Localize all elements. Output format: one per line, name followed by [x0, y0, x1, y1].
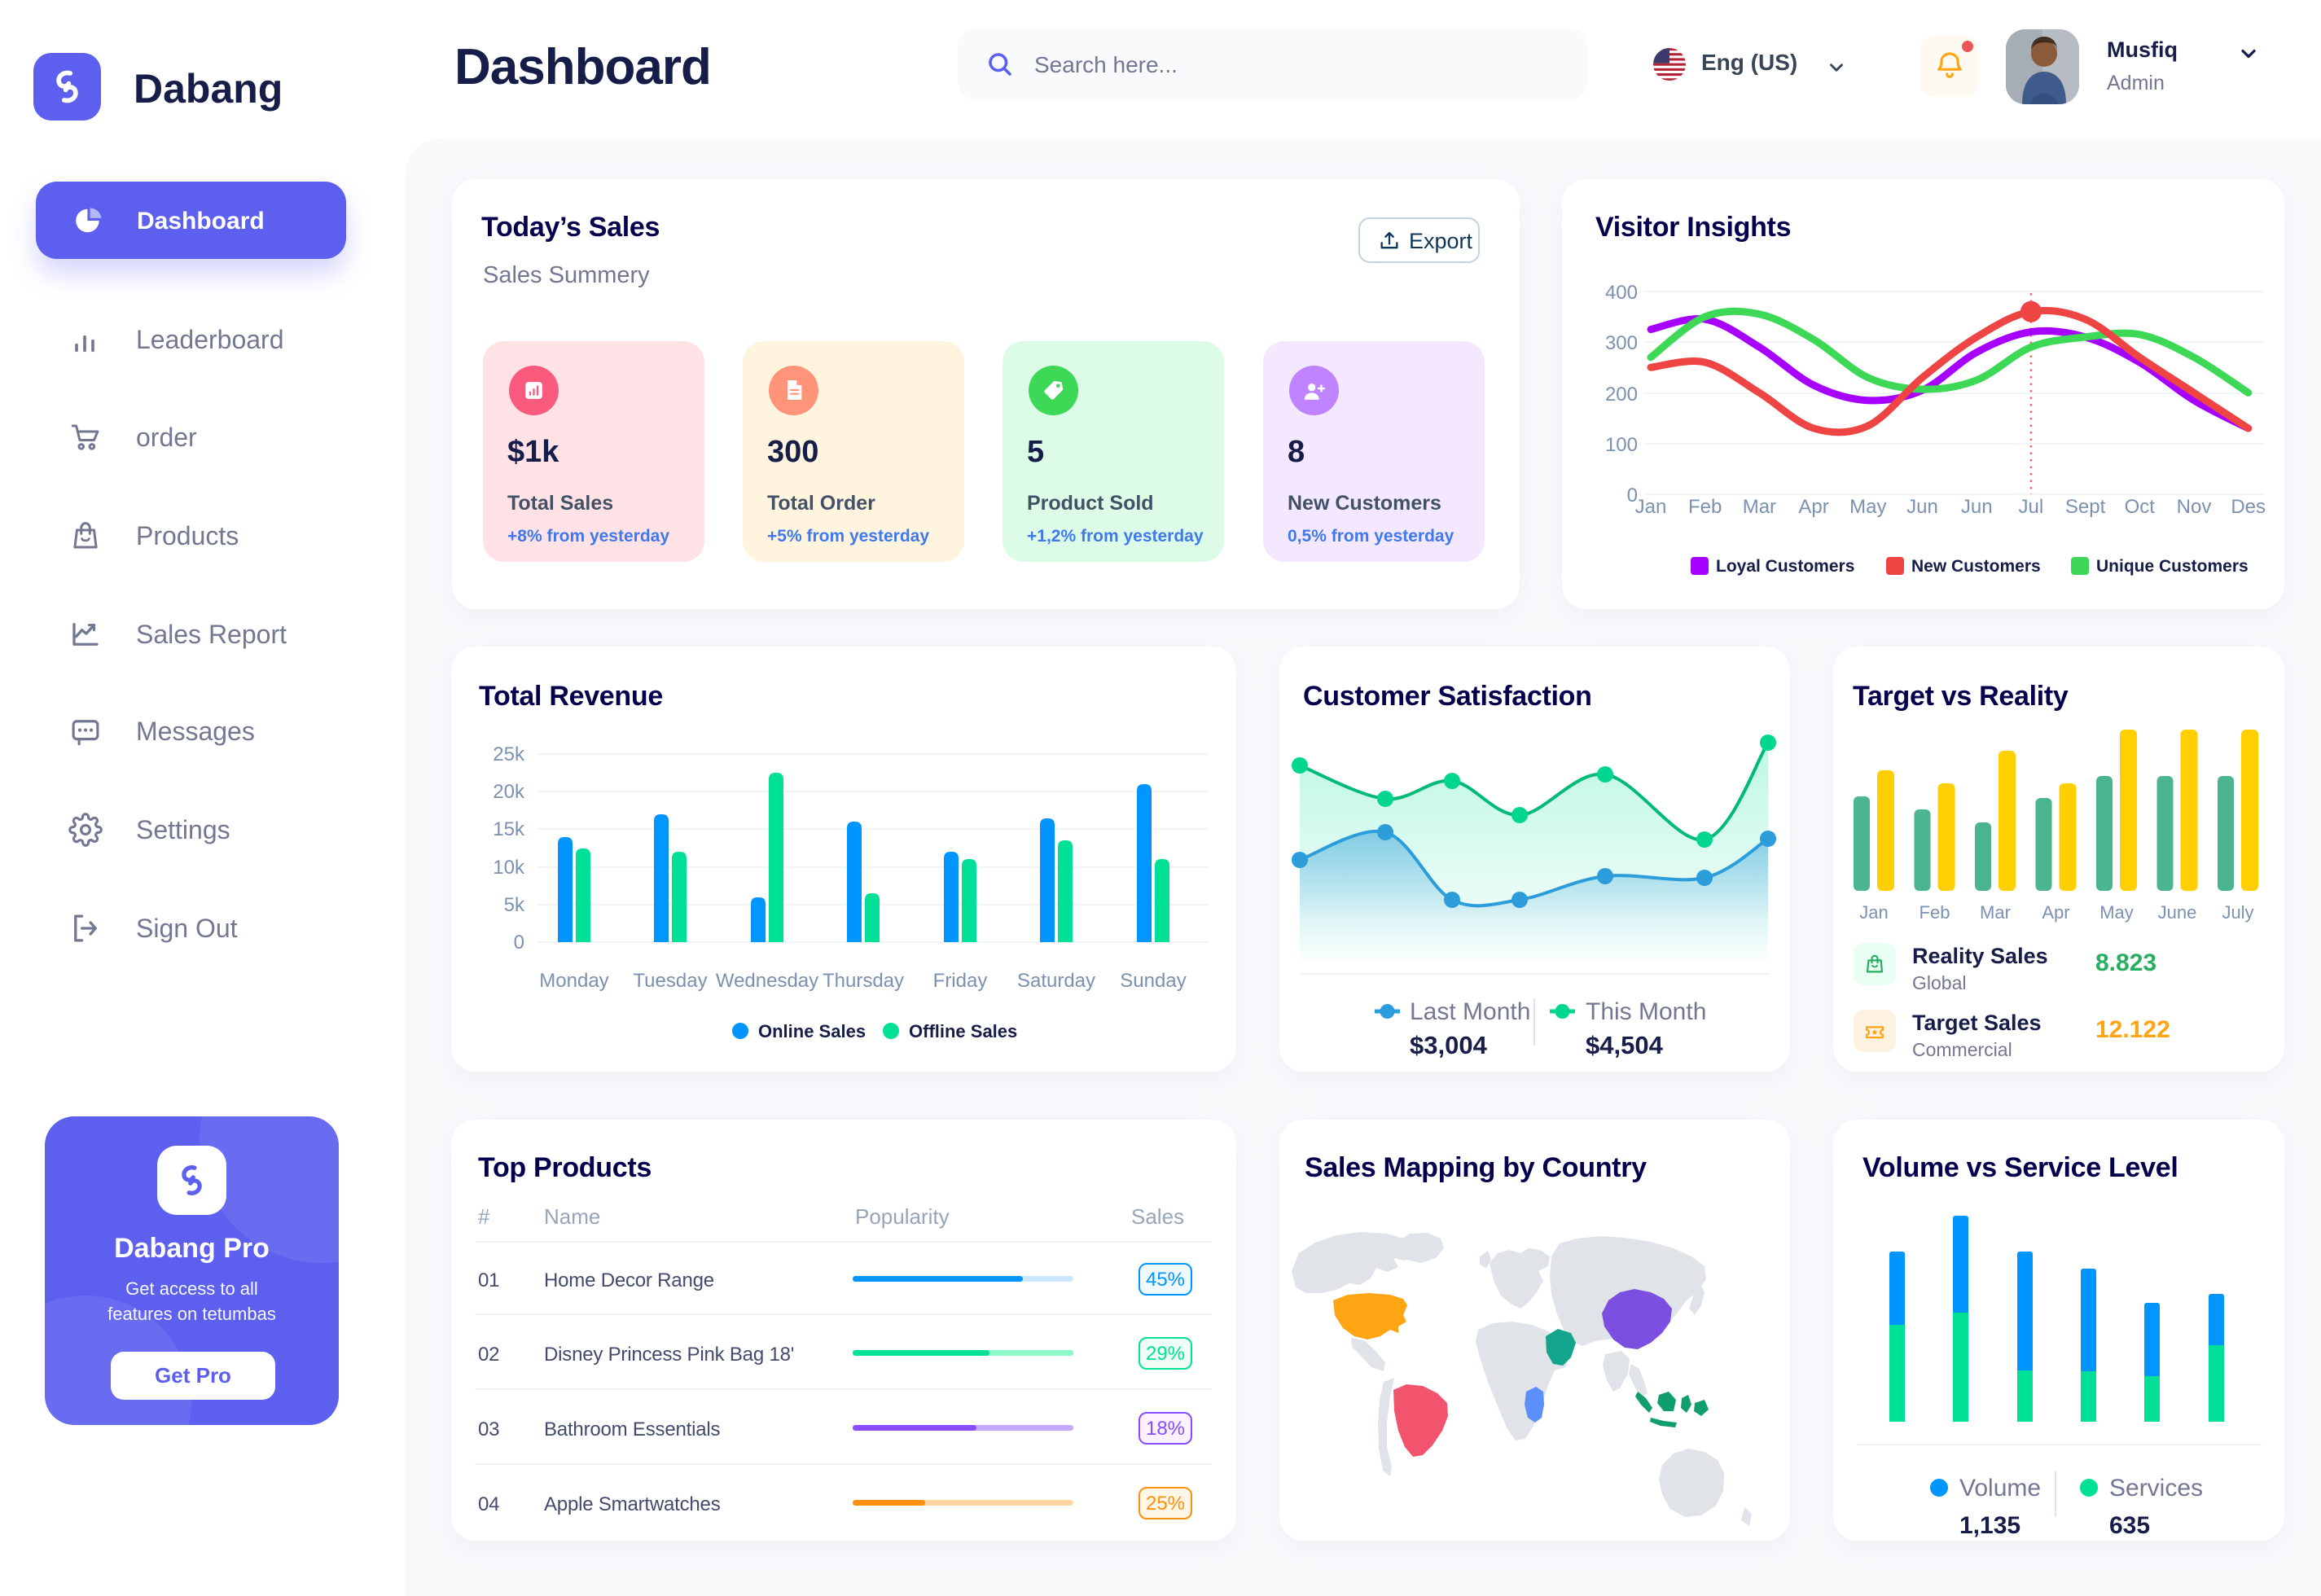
svg-text:04: 04 [478, 1493, 499, 1515]
svg-text:20k: 20k [493, 781, 525, 803]
svg-text:8.823: 8.823 [2095, 949, 2156, 976]
svg-text:25%: 25% [1146, 1493, 1185, 1515]
svg-text:Jul: Jul [2019, 496, 2044, 518]
svg-text:Feb: Feb [1688, 496, 1722, 518]
svg-text:18%: 18% [1146, 1418, 1185, 1440]
svg-text:15k: 15k [493, 818, 525, 840]
svg-text:10k: 10k [493, 857, 525, 879]
svg-text:Thursday: Thursday [823, 970, 904, 992]
svg-text:Bathroom Essentials: Bathroom Essentials [544, 1418, 721, 1440]
svg-text:Global: Global [1912, 972, 1966, 993]
svg-text:Jan: Jan [1859, 902, 1888, 923]
svg-text:Saturday: Saturday [1017, 970, 1095, 992]
svg-text:Disney Princess Pink Bag 18': Disney Princess Pink Bag 18' [544, 1344, 794, 1366]
svg-text:Oct: Oct [2125, 496, 2156, 518]
svg-text:Mar: Mar [1980, 902, 2011, 923]
svg-text:Sunday: Sunday [1120, 970, 1186, 992]
svg-text:Apr: Apr [2042, 902, 2069, 923]
svg-text:Tuesday: Tuesday [633, 970, 707, 992]
svg-text:Apple Smartwatches: Apple Smartwatches [544, 1493, 721, 1515]
svg-text:12.122: 12.122 [2095, 1016, 2170, 1043]
svg-text:May: May [1849, 496, 1886, 518]
svg-text:$4,504: $4,504 [1586, 1031, 1664, 1059]
svg-text:Last Month: Last Month [1410, 998, 1530, 1025]
svg-text:This Month: This Month [1586, 998, 1706, 1025]
svg-text:July: July [2222, 902, 2253, 923]
svg-text:Home Decor Range: Home Decor Range [544, 1269, 714, 1291]
svg-text:Jan: Jan [1635, 496, 1667, 518]
svg-text:45%: 45% [1146, 1269, 1185, 1291]
svg-text:Name: Name [544, 1204, 600, 1229]
svg-text:400: 400 [1605, 282, 1638, 304]
svg-text:300: 300 [1605, 332, 1638, 354]
svg-text:03: 03 [478, 1418, 499, 1440]
svg-text:Popularity: Popularity [855, 1204, 950, 1229]
svg-text:Apr: Apr [1798, 496, 1828, 518]
svg-text:Feb: Feb [1920, 902, 1950, 923]
svg-text:01: 01 [478, 1269, 499, 1291]
svg-text:Jun: Jun [1961, 496, 1993, 518]
svg-text:Monday: Monday [539, 970, 608, 992]
svg-text:Loyal Customers: Loyal Customers [1716, 557, 1854, 576]
svg-text:New Customers: New Customers [1911, 557, 2041, 576]
svg-text:May: May [2099, 902, 2134, 923]
svg-text:Mar: Mar [1743, 496, 1776, 518]
svg-text:Sept: Sept [2065, 496, 2106, 518]
svg-text:Commercial: Commercial [1912, 1039, 2012, 1060]
svg-text:Jun: Jun [1906, 496, 1938, 518]
svg-text:Des: Des [2231, 496, 2266, 518]
svg-text:#: # [478, 1204, 490, 1229]
svg-text:Wednesday: Wednesday [716, 970, 818, 992]
svg-text:Reality Sales: Reality Sales [1912, 944, 2048, 968]
svg-text:635: 635 [2109, 1512, 2150, 1539]
svg-text:Friday: Friday [933, 970, 988, 992]
svg-text:02: 02 [478, 1344, 499, 1366]
svg-text:Target Sales: Target Sales [1912, 1011, 2042, 1035]
svg-text:Sales: Sales [1131, 1204, 1184, 1229]
svg-text:Online Sales: Online Sales [758, 1021, 866, 1041]
svg-text:Offline Sales: Offline Sales [909, 1021, 1017, 1041]
svg-text:June: June [2158, 902, 2197, 923]
svg-text:0: 0 [1627, 484, 1638, 506]
svg-text:29%: 29% [1146, 1343, 1185, 1365]
svg-text:$3,004: $3,004 [1410, 1031, 1488, 1059]
svg-text:Nov: Nov [2177, 496, 2212, 518]
svg-text:1,135: 1,135 [1959, 1512, 2020, 1539]
svg-text:Volume: Volume [1959, 1475, 2041, 1502]
svg-text:0: 0 [514, 932, 524, 954]
svg-text:100: 100 [1605, 434, 1638, 456]
svg-text:Services: Services [2109, 1475, 2203, 1502]
svg-text:200: 200 [1605, 384, 1638, 406]
svg-text:25k: 25k [493, 743, 525, 765]
svg-text:5k: 5k [504, 894, 525, 916]
svg-text:Unique Customers: Unique Customers [2096, 557, 2249, 576]
